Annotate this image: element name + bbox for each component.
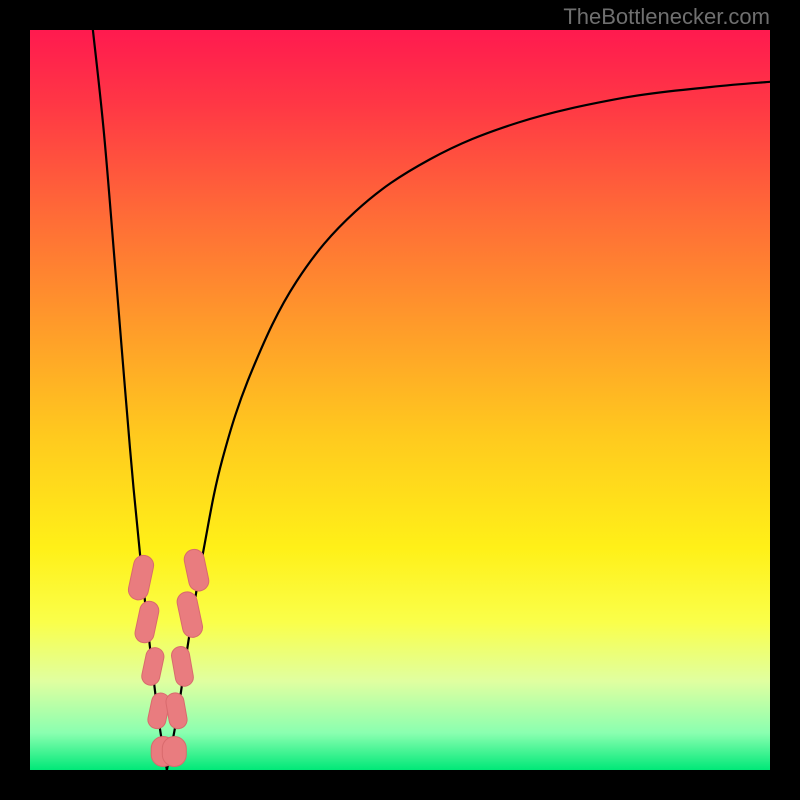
watermark-label: TheBottlenecker.com [563,4,770,30]
data-marker [162,737,186,767]
chart-container: TheBottlenecker.com [0,0,800,800]
chart-svg [0,0,800,800]
plot-background [30,30,770,770]
